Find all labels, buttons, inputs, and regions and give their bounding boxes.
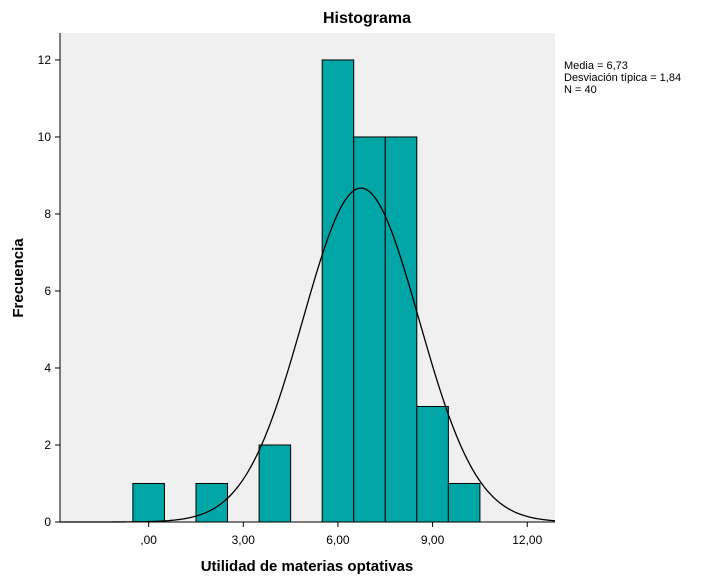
x-tick-label: 12,00: [512, 533, 542, 547]
histogram-bar-6: [416, 405, 449, 523]
x-tick-label: 3,00: [232, 533, 256, 547]
stats-sd: Desviación típica = 1,84: [564, 72, 681, 84]
y-tick-label: 8: [44, 207, 51, 221]
stats-box: Media = 6,73 Desviación típica = 1,84 N …: [564, 60, 681, 96]
histogram-bar-4: [353, 136, 386, 523]
plot-area: [60, 33, 555, 522]
bars-group: [132, 59, 481, 523]
x-tick-label: 6,00: [326, 533, 350, 547]
stats-n: N = 40: [564, 84, 597, 96]
y-tick-label: 12: [38, 53, 52, 67]
x-axis-ticks: ,00 3,00 6,00 9,00 12,00: [140, 522, 543, 547]
stats-mean: Media = 6,73: [564, 60, 628, 72]
histogram-bar-2: [258, 444, 292, 523]
axes-group: [59, 33, 555, 523]
x-axis-title: Utilidad de materias optativas: [201, 558, 414, 575]
y-tick-label: 4: [44, 361, 51, 375]
y-tick-label: 6: [44, 284, 51, 298]
y-axis-title: Frecuencia: [10, 238, 27, 318]
x-tick-label: 9,00: [421, 533, 445, 547]
y-tick-label: 0: [44, 515, 51, 529]
histogram-bar-5: [384, 136, 418, 523]
histogram-bar-7: [447, 482, 481, 523]
histogram-bar-0: [132, 482, 165, 523]
x-tick-label: ,00: [140, 533, 157, 547]
y-tick-label: 10: [38, 130, 52, 144]
histogram-bar-3: [321, 59, 355, 523]
y-tick-label: 2: [44, 438, 51, 452]
y-axis-ticks: 0 2 4 6 8 10 12: [38, 53, 60, 529]
chart-title: Histograma: [323, 10, 411, 27]
